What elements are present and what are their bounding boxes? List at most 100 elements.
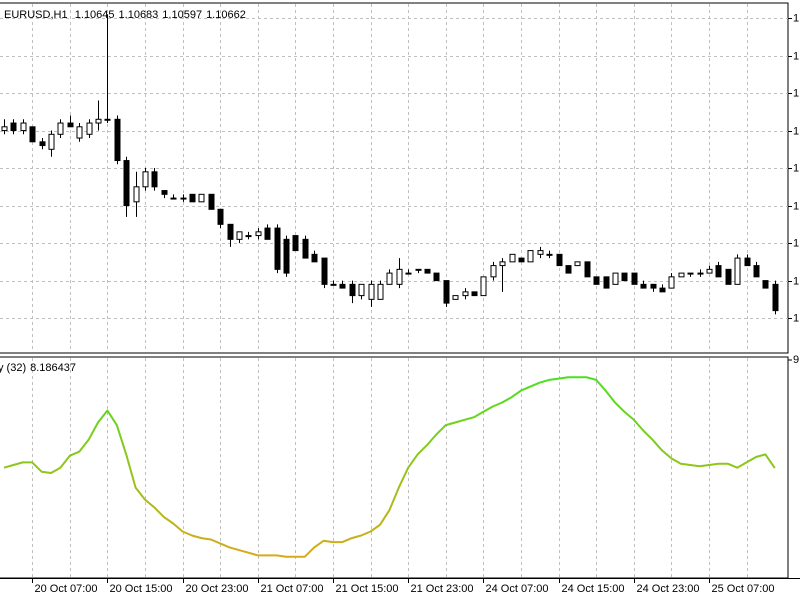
candle-body bbox=[311, 253, 318, 263]
candle-body bbox=[509, 253, 516, 263]
candle-body bbox=[189, 193, 196, 203]
candle-body bbox=[198, 193, 205, 203]
y-tick-label: 1 bbox=[793, 200, 799, 212]
candle-body bbox=[603, 276, 610, 289]
candle-body bbox=[753, 265, 760, 278]
x-tick-label: 24 Oct 15:00 bbox=[562, 583, 625, 595]
candle-body bbox=[584, 261, 591, 278]
header-value: 1.10597 bbox=[162, 9, 202, 21]
candle-body bbox=[39, 141, 46, 147]
candle-body bbox=[396, 268, 403, 285]
price-pane bbox=[0, 2, 789, 354]
candle-body bbox=[424, 268, 431, 274]
candle-body bbox=[339, 283, 346, 289]
candle-body bbox=[10, 122, 17, 132]
candle-body bbox=[650, 283, 657, 289]
candle-body bbox=[678, 272, 685, 278]
candle-body bbox=[114, 118, 121, 162]
candle-body bbox=[67, 122, 74, 128]
candle-body bbox=[621, 272, 628, 282]
indicator-label: y (32) 8.186437 bbox=[0, 362, 76, 374]
candle-body bbox=[245, 235, 252, 238]
x-tick-label: 20 Oct 23:00 bbox=[186, 583, 249, 595]
candle-body bbox=[170, 197, 177, 200]
candle-body bbox=[386, 272, 393, 285]
candle-body bbox=[574, 261, 581, 267]
candle-body bbox=[236, 231, 243, 240]
candle-body bbox=[133, 186, 140, 203]
candle-body bbox=[180, 197, 187, 200]
candle-body bbox=[274, 227, 281, 270]
candle-body bbox=[706, 268, 713, 274]
candle-body bbox=[452, 295, 459, 300]
candle-body bbox=[292, 235, 299, 252]
y-tick-label: 1 bbox=[793, 237, 799, 249]
candle-body bbox=[415, 268, 422, 271]
candle-body bbox=[631, 272, 638, 285]
candle-body bbox=[358, 283, 365, 297]
candle-body bbox=[715, 265, 722, 278]
candle-body bbox=[471, 291, 478, 297]
candle-body bbox=[95, 118, 102, 124]
candle-body bbox=[227, 223, 234, 240]
y-tick-label: 1 bbox=[793, 87, 799, 99]
candle-body bbox=[462, 291, 469, 297]
candle-body bbox=[518, 257, 525, 263]
y-tick-label: 1 bbox=[793, 12, 799, 24]
candle-body bbox=[697, 272, 704, 275]
candle-body bbox=[123, 160, 130, 207]
candle-body bbox=[640, 283, 647, 289]
x-tick-label: 20 Oct 07:00 bbox=[35, 583, 98, 595]
candle-body bbox=[86, 122, 93, 135]
candle-body bbox=[687, 272, 694, 275]
candle-body bbox=[490, 265, 497, 278]
candle-body bbox=[48, 133, 55, 150]
x-tick-label: 21 Oct 23:00 bbox=[411, 583, 474, 595]
candle-body bbox=[725, 268, 732, 285]
header-value: 1.10662 bbox=[206, 9, 246, 21]
candle-body bbox=[104, 118, 111, 121]
candle-body bbox=[255, 231, 262, 237]
candle-body bbox=[142, 171, 149, 188]
candle-body bbox=[1, 126, 8, 132]
candle-body bbox=[217, 208, 224, 225]
header-value: EURUSD,H1 bbox=[4, 9, 67, 21]
candle-body bbox=[744, 257, 751, 267]
candle-body bbox=[593, 276, 600, 285]
x-tick-label: 24 Oct 23:00 bbox=[637, 583, 700, 595]
candle-body bbox=[349, 283, 356, 297]
candle-body bbox=[433, 272, 440, 282]
candle-body bbox=[377, 283, 384, 300]
candle-body bbox=[762, 280, 769, 289]
y-tick-label: 1 bbox=[793, 275, 799, 287]
indicator-label-part: 8.186437 bbox=[30, 362, 76, 374]
candle-body bbox=[772, 283, 779, 312]
candle-body bbox=[405, 272, 412, 275]
chart-header: EURUSD,H1 1.10645 1.10683 1.10597 1.10662 bbox=[4, 9, 246, 21]
candle-body bbox=[321, 257, 328, 285]
indicator-line bbox=[3, 376, 776, 558]
candle-body bbox=[480, 276, 487, 297]
candle-body bbox=[443, 280, 450, 304]
indicator-pane bbox=[0, 356, 789, 579]
y-tick-label: 1 bbox=[793, 162, 799, 174]
candle-body bbox=[546, 253, 553, 256]
candle-body bbox=[368, 283, 375, 300]
candle-body bbox=[208, 193, 215, 210]
candle-body bbox=[20, 122, 27, 132]
candle-body bbox=[612, 272, 619, 285]
indicator-label-part: y (32) bbox=[0, 362, 26, 374]
candle-body bbox=[556, 253, 563, 267]
y-tick-label: 1 bbox=[793, 312, 799, 324]
candle-body bbox=[151, 171, 158, 188]
candle-body bbox=[29, 126, 36, 143]
candle-body bbox=[659, 287, 666, 293]
candle-body bbox=[527, 250, 534, 263]
candle-body bbox=[283, 238, 290, 274]
candle-body bbox=[161, 190, 168, 195]
x-tick-label: 20 Oct 15:00 bbox=[110, 583, 173, 595]
header-value: 1.10683 bbox=[119, 9, 159, 21]
x-tick-label: 21 Oct 07:00 bbox=[261, 583, 324, 595]
candle-body bbox=[76, 126, 83, 139]
